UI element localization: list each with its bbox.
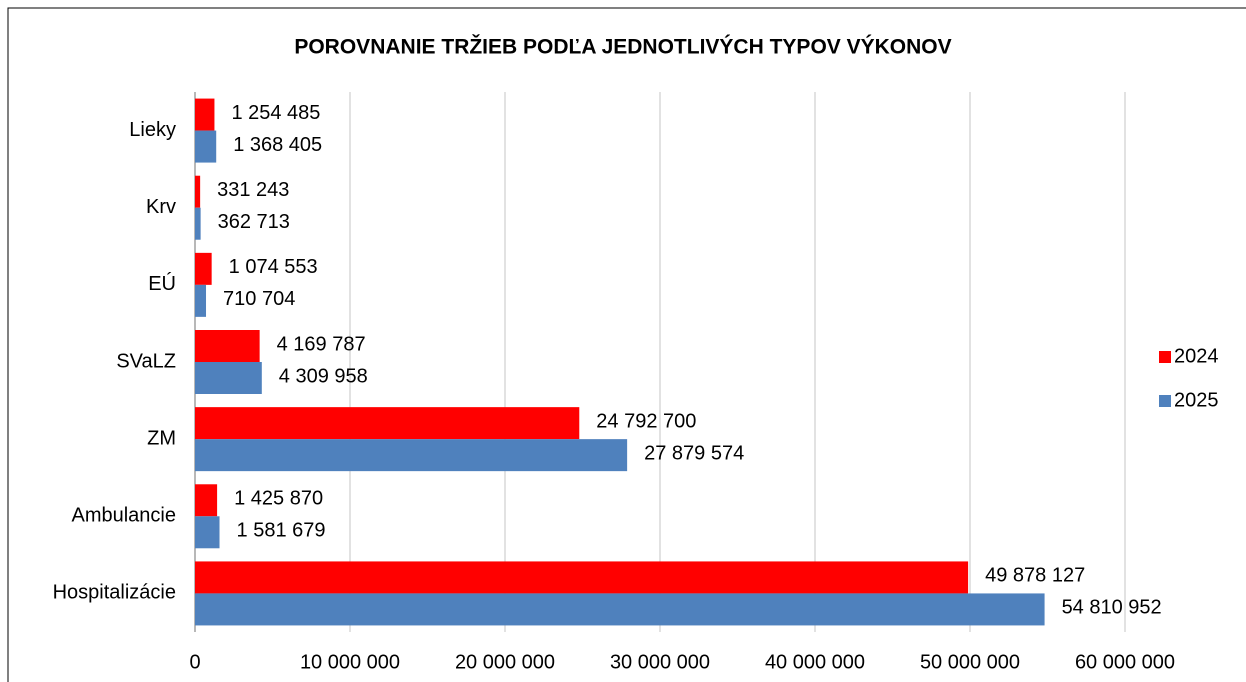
value-label: 331 243 (217, 179, 289, 201)
value-label: 362 713 (218, 211, 290, 233)
chart-title: POROVNANIE TRŽIEB PODĽA JEDNOTLIVÝCH TYP… (294, 35, 951, 59)
x-tick-label: 60 000 000 (1075, 651, 1175, 673)
value-label: 54 810 952 (1062, 597, 1162, 619)
bar (195, 98, 215, 131)
bar (195, 207, 201, 240)
bar (195, 330, 260, 362)
value-label: 49 878 127 (985, 565, 1085, 587)
value-label: 4 169 787 (277, 333, 366, 355)
x-tick-label: 50 000 000 (920, 651, 1020, 673)
x-tick-label: 10 000 000 (300, 651, 400, 673)
bar (195, 407, 580, 440)
legend-swatch (1159, 351, 1171, 363)
value-label: 24 792 700 (596, 410, 696, 432)
value-label: 4 309 958 (279, 365, 368, 387)
bar (195, 175, 201, 208)
value-label: 27 879 574 (644, 442, 744, 464)
bar (195, 362, 262, 394)
y-tick-label: SVaLZ (116, 350, 176, 372)
value-label: 1 254 485 (231, 102, 320, 124)
y-tick-label: Hospitalizácie (53, 582, 176, 604)
bar (195, 130, 217, 163)
value-label: 710 704 (223, 288, 295, 310)
x-tick-label: 40 000 000 (765, 651, 865, 673)
legend-label: 2024 (1174, 345, 1219, 367)
legend-label: 2025 (1174, 389, 1219, 411)
value-label: 1 368 405 (233, 134, 322, 156)
y-tick-label: ZM (147, 427, 176, 449)
legend-swatch (1159, 395, 1171, 407)
value-label: 1 581 679 (237, 520, 326, 542)
bar (195, 516, 220, 549)
y-tick-label: Ambulancie (71, 505, 176, 527)
bar (195, 484, 218, 517)
y-tick-label: Krv (146, 196, 176, 218)
bar (195, 439, 628, 472)
bar (195, 252, 212, 285)
bar (195, 593, 1045, 626)
x-tick-label: 30 000 000 (610, 651, 710, 673)
x-tick-label: 20 000 000 (455, 651, 555, 673)
value-label: 1 425 870 (234, 488, 323, 510)
y-tick-label: Lieky (129, 119, 176, 141)
x-tick-label: 0 (189, 651, 200, 673)
bar (195, 284, 207, 317)
value-label: 1 074 553 (229, 256, 318, 278)
bar (195, 561, 969, 594)
y-tick-label: EÚ (148, 272, 176, 295)
